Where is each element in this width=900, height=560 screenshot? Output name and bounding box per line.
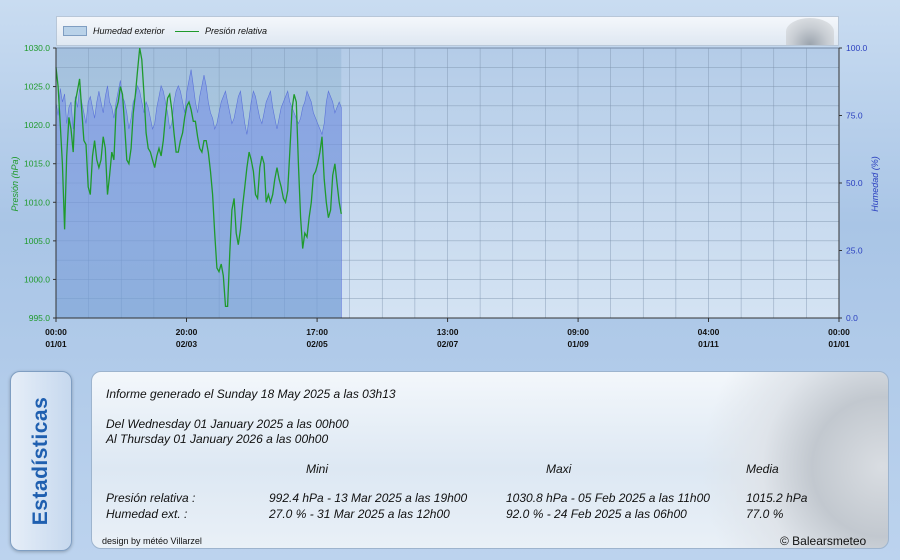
legend-pressure-label: Presión relativa bbox=[205, 26, 268, 36]
statistics-tab-label: Estadísticas bbox=[29, 396, 52, 526]
row-pressure-label: Presión relativa : bbox=[106, 491, 196, 505]
x-tick-date: 01/01 bbox=[45, 339, 67, 349]
x-tick-date: 02/07 bbox=[437, 339, 459, 349]
row-pressure-maxi: 1030.8 hPa - 05 Feb 2025 a las 11h00 bbox=[506, 491, 710, 505]
report-generated-line: Informe generado el Sunday 18 May 2025 a… bbox=[106, 387, 396, 401]
x-tick-time: 09:00 bbox=[567, 327, 589, 337]
period-from-line: Del Wednesday 01 January 2025 a las 00h0… bbox=[106, 417, 349, 431]
legend-humidity-label: Humedad exterior bbox=[93, 26, 165, 36]
row-humidity-mini: 27.0 % - 31 Mar 2025 a las 12h00 bbox=[269, 507, 450, 521]
x-tick-date: 02/05 bbox=[306, 339, 328, 349]
row-humidity-media: 77.0 % bbox=[746, 507, 784, 521]
x-tick-time: 20:00 bbox=[176, 327, 198, 337]
row-pressure-media: 1015.2 hPa bbox=[746, 491, 808, 505]
x-tick-date: 01/11 bbox=[698, 339, 719, 349]
y-right-tick-label: 50.0 bbox=[846, 178, 863, 188]
copyright: © Balearsmeteo bbox=[780, 534, 867, 548]
x-tick-time: 00:00 bbox=[828, 327, 850, 337]
column-header-mini: Mini bbox=[306, 462, 329, 476]
legend-humidity: Humedad exterior bbox=[63, 26, 165, 36]
y-left-tick-label: 1000.0 bbox=[24, 274, 50, 284]
row-humidity-label: Humedad ext. : bbox=[106, 507, 188, 521]
barometer-icon bbox=[786, 18, 834, 45]
weather-chart: 995.0 1000.0 1005.0 1010.0 1015.0 1020.0 1025.… bbox=[10, 43, 880, 349]
x-tick-date: 01/09 bbox=[567, 339, 589, 349]
design-credit: design by météo Villarzel bbox=[102, 536, 202, 546]
statistics-panel: Informe generado el Sunday 18 May 2025 a… bbox=[91, 371, 889, 549]
y-left-axis-label: Presión (hPa) bbox=[10, 156, 20, 211]
y-left-tick-label: 1030.0 bbox=[24, 43, 50, 53]
row-humidity-maxi: 92.0 % - 24 Feb 2025 a las 06h00 bbox=[506, 507, 687, 521]
period-to-line: Al Thursday 01 January 2026 a las 00h00 bbox=[106, 432, 329, 446]
y-right-axis-label: Humedad (%) bbox=[870, 156, 880, 212]
y-right-tick-label: 25.0 bbox=[846, 246, 863, 256]
y-right-tick-label: 75.0 bbox=[846, 111, 863, 121]
column-header-media: Media bbox=[746, 462, 779, 476]
y-left-tick-label: 1010.0 bbox=[24, 197, 50, 207]
y-left-tick-label: 995.0 bbox=[29, 313, 51, 323]
column-header-maxi: Maxi bbox=[546, 462, 572, 476]
y-right-tick-label: 0.0 bbox=[846, 313, 858, 323]
y-left-tick-label: 1025.0 bbox=[24, 82, 50, 92]
statistics-tab[interactable]: Estadísticas bbox=[10, 371, 72, 551]
row-pressure-mini: 992.4 hPa - 13 Mar 2025 a las 19h00 bbox=[269, 491, 468, 505]
x-tick-time: 13:00 bbox=[437, 327, 459, 337]
x-tick-date: 02/03 bbox=[176, 339, 198, 349]
x-tick-date: 01/01 bbox=[828, 339, 850, 349]
x-tick-time: 00:00 bbox=[45, 327, 67, 337]
legend-pressure: Presión relativa bbox=[175, 26, 267, 36]
y-left-tick-label: 1015.0 bbox=[24, 159, 50, 169]
x-tick-time: 04:00 bbox=[698, 327, 720, 337]
series-pressure-line bbox=[55, 47, 342, 308]
legend-humidity-swatch bbox=[63, 26, 87, 36]
y-right-tick-label: 100.0 bbox=[846, 43, 868, 53]
legend-pressure-swatch bbox=[175, 30, 199, 32]
chart-legend: Humedad exterior Presión relativa bbox=[56, 16, 839, 46]
x-tick-time: 17:00 bbox=[306, 327, 328, 337]
y-left-tick-label: 1020.0 bbox=[24, 120, 50, 130]
y-left-tick-label: 1005.0 bbox=[24, 236, 50, 246]
